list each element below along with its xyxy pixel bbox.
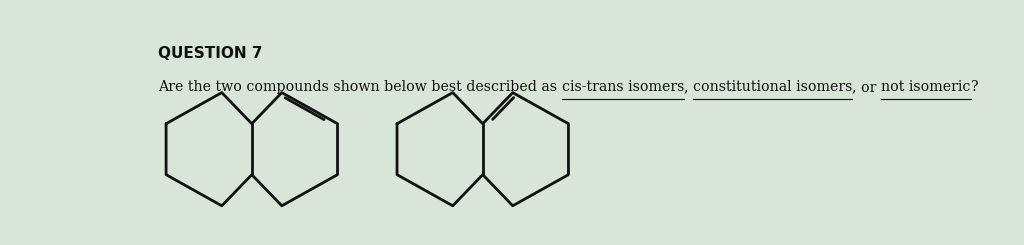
Text: ?: ? [971, 81, 978, 95]
Text: Are the two compounds shown below best described as: Are the two compounds shown below best d… [158, 81, 561, 95]
Text: not isomeric: not isomeric [882, 81, 971, 95]
Text: constitutional isomers: constitutional isomers [693, 81, 852, 95]
Text: QUESTION 7: QUESTION 7 [158, 46, 263, 61]
Text: ,: , [684, 81, 693, 95]
Text: cis-trans isomers: cis-trans isomers [561, 81, 684, 95]
Text: , or: , or [852, 81, 882, 95]
